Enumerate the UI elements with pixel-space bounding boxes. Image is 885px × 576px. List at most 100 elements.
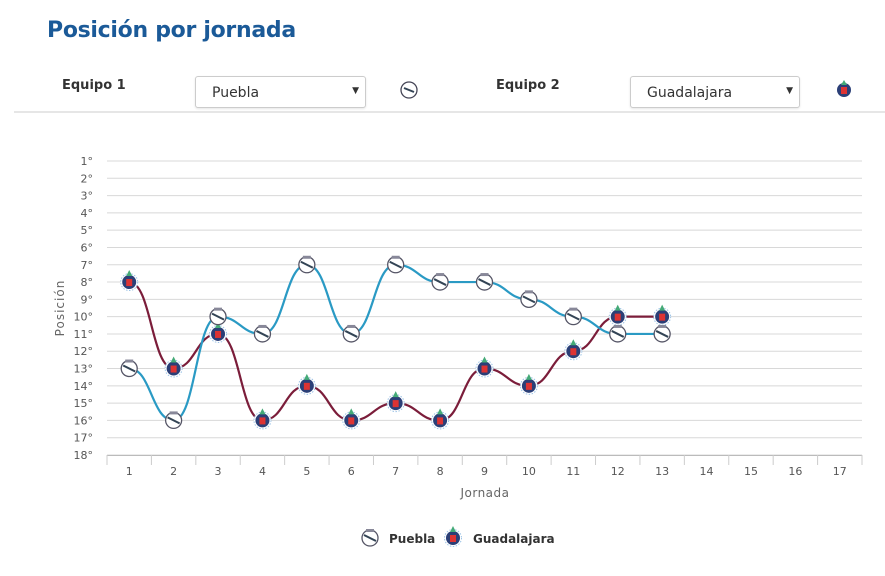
crest-stripes	[570, 348, 577, 356]
data-point-puebla	[298, 255, 316, 274]
x-tick-label: 15	[744, 465, 758, 478]
x-tick-label: 12	[611, 465, 625, 478]
x-tick-label: 1	[126, 465, 133, 478]
y-tick-label: 14°	[74, 380, 94, 393]
crest-stripe	[344, 330, 358, 338]
crest-stripe	[655, 330, 669, 338]
legend-label-puebla: Puebla	[389, 532, 435, 546]
y-tick-label: 5°	[81, 224, 94, 237]
data-point-guadalajara	[519, 373, 538, 395]
crest-stripes	[450, 535, 456, 542]
page-title: Posición por jornada	[47, 18, 296, 43]
x-tick-label: 4	[259, 465, 266, 478]
crest-stripes	[525, 382, 532, 390]
y-tick-label: 11°	[74, 328, 94, 341]
x-axis-label: Jornada	[459, 486, 509, 500]
y-tick-label: 7°	[81, 259, 94, 272]
crest-top	[303, 373, 310, 380]
y-tick-label: 9°	[81, 293, 94, 306]
data-point-puebla	[653, 324, 671, 343]
crest-top	[169, 411, 178, 415]
crest-stripe	[566, 312, 580, 321]
y-tick-label: 12°	[74, 345, 94, 358]
y-tick-label: 3°	[81, 190, 94, 203]
data-point-guadalajara	[608, 304, 627, 326]
crest-top	[659, 304, 666, 311]
chevron-down-icon: ▼	[786, 86, 793, 96]
crest-top	[450, 526, 456, 532]
data-point-puebla	[120, 359, 138, 378]
x-tick-label: 2	[170, 465, 177, 478]
crest-top	[437, 408, 444, 415]
crest-stripe	[211, 312, 225, 321]
y-tick-label: 17°	[74, 432, 94, 445]
data-point-puebla	[609, 324, 627, 343]
data-point-puebla	[520, 290, 538, 309]
data-point-guadalajara	[342, 408, 361, 430]
x-tick-label: 7	[392, 465, 399, 478]
chivas-crest-icon	[837, 80, 851, 97]
crest-stripe	[300, 260, 314, 269]
crest-stripe	[522, 295, 536, 304]
y-axis-label: Posición	[53, 280, 67, 337]
data-point-puebla	[209, 307, 227, 326]
crest-top	[480, 273, 489, 277]
data-point-puebla	[431, 273, 449, 291]
data-point-guadalajara	[386, 391, 405, 413]
x-tick-label: 9	[481, 465, 488, 478]
y-tick-label: 13°	[74, 363, 94, 376]
x-tick-label: 11	[566, 465, 580, 478]
data-point-puebla	[253, 324, 272, 343]
team1-value: Puebla	[212, 85, 260, 101]
crest-top	[125, 359, 134, 363]
x-tick-label: 13	[655, 465, 669, 478]
x-tick-label: 14	[700, 465, 714, 478]
data-point-puebla	[387, 255, 405, 274]
team2-select[interactable]: Guadalajara ▼	[630, 76, 800, 108]
crest-top	[302, 255, 311, 259]
x-tick-label: 5	[303, 465, 310, 478]
crest-top	[126, 270, 133, 277]
crest-stripe	[167, 416, 181, 425]
crest-top	[569, 307, 578, 311]
crest-top	[436, 273, 445, 277]
x-tick-label: 17	[833, 465, 847, 478]
crest-stripe	[363, 534, 377, 542]
crest-stripes	[259, 417, 266, 425]
data-point-guadalajara	[164, 356, 183, 378]
crest-top	[259, 408, 266, 415]
crest-stripes	[437, 417, 444, 425]
x-tick-label: 16	[788, 465, 802, 478]
crest-stripe	[433, 278, 447, 286]
team1-select[interactable]: Puebla ▼	[195, 76, 366, 108]
data-point-guadalajara	[653, 304, 672, 326]
y-tick-label: 15°	[74, 397, 94, 410]
puebla-crest-icon	[361, 529, 379, 547]
crest-stripe	[389, 260, 403, 269]
data-point-puebla	[342, 324, 360, 343]
crest-stripe	[611, 330, 625, 338]
data-point-guadalajara	[431, 408, 450, 430]
crest-top	[392, 391, 399, 398]
crest-top	[524, 290, 533, 294]
crest-stripes	[659, 313, 666, 321]
crest-stripe	[122, 364, 136, 373]
crest-top	[170, 356, 177, 363]
data-point-puebla	[475, 273, 494, 291]
legend-label-guadalajara: Guadalajara	[473, 532, 555, 546]
x-tick-label: 3	[215, 465, 222, 478]
x-tick-label: 8	[437, 465, 444, 478]
crest-top	[348, 408, 355, 415]
data-point-guadalajara	[120, 270, 139, 292]
y-tick-label: 4°	[81, 207, 94, 220]
crest-top	[525, 373, 532, 380]
data-point-puebla	[564, 307, 582, 326]
crest-stripes	[303, 382, 310, 390]
series-line-puebla	[129, 263, 663, 422]
team2-label: Equipo 2	[496, 78, 560, 93]
data-point-guadalajara	[253, 408, 272, 430]
crest-stripes	[126, 279, 133, 287]
crest-top	[391, 255, 400, 259]
crest-stripes	[170, 365, 177, 373]
crest-top	[614, 304, 621, 311]
